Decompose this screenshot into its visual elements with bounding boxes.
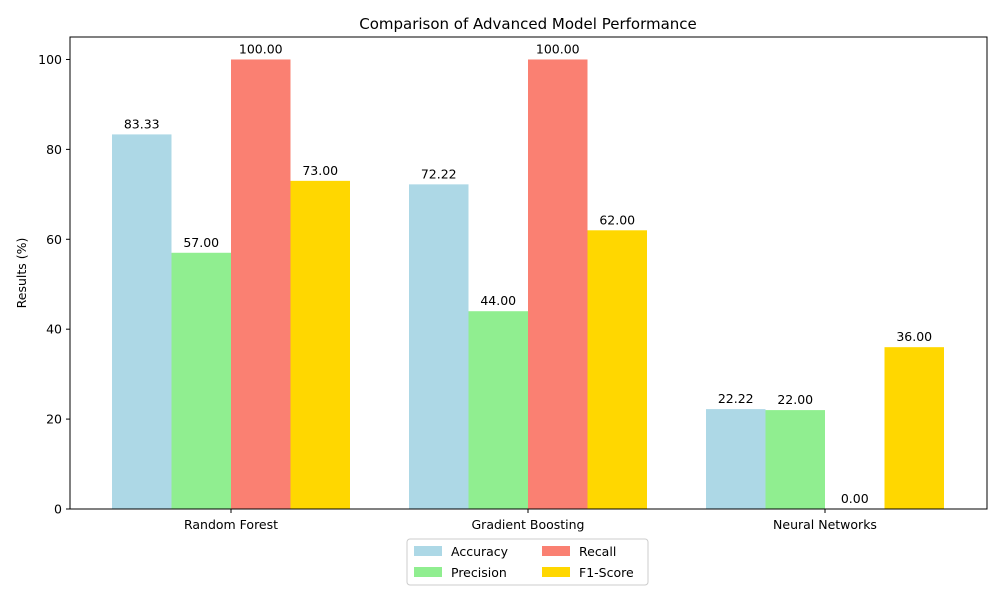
y-tick-label-0: 0	[54, 502, 62, 517]
legend-swatch-recall	[542, 546, 570, 556]
bar-f1-score-gradient-boosting	[587, 230, 647, 510]
legend-swatch-accuracy	[414, 546, 442, 556]
bars-layer	[112, 59, 944, 510]
data-label-recall-gradient-boosting: 100.00	[536, 41, 580, 56]
data-label-precision-gradient-boosting: 44.00	[480, 293, 516, 308]
data-labels-layer: 83.33 57.00 100.00 73.00 72.22 44.00 100.00 62.…	[124, 41, 932, 506]
data-label-accuracy-random-forest: 83.33	[124, 116, 160, 131]
data-label-accuracy-gradient-boosting: 72.22	[421, 166, 457, 181]
bar-f1-score-random-forest	[290, 180, 350, 509]
y-tick-label-40: 40	[46, 322, 62, 337]
data-label-recall-neural-networks: 0.00	[841, 491, 869, 506]
bar-precision-neural-networks	[765, 410, 825, 509]
data-label-accuracy-neural-networks: 22.22	[718, 391, 754, 406]
chart-title: Comparison of Advanced Model Performance	[359, 15, 697, 33]
axes-layer: Random Forest Gradient Boosting Neural Net…	[38, 36, 988, 532]
bar-f1-score-neural-networks	[884, 347, 944, 509]
legend-swatch-precision	[414, 567, 442, 577]
bar-precision-gradient-boosting	[468, 311, 528, 509]
bar-accuracy-random-forest	[112, 134, 172, 509]
bar-accuracy-neural-networks	[706, 409, 766, 509]
bar-recall-gradient-boosting	[528, 59, 588, 509]
y-tick-label-60: 60	[46, 232, 62, 247]
bar-precision-random-forest	[171, 252, 231, 509]
legend-label-recall: Recall	[579, 544, 616, 559]
y-tick-label-100: 100	[38, 52, 62, 67]
bar-recall-random-forest	[231, 59, 291, 509]
data-label-precision-neural-networks: 22.00	[777, 392, 813, 407]
x-tick-label-random-forest: Random Forest	[184, 517, 278, 532]
x-tick-label-gradient-boosting: Gradient Boosting	[472, 517, 585, 532]
plot-frame	[69, 36, 988, 510]
data-label-recall-random-forest: 100.00	[239, 41, 283, 56]
y-tick-label-20: 20	[46, 412, 62, 427]
legend-swatch-f1-score	[542, 567, 570, 577]
legend: Accuracy Precision Recall F1-Score	[406, 538, 649, 586]
data-label-f1-score-random-forest: 73.00	[302, 163, 338, 178]
data-label-precision-random-forest: 57.00	[183, 235, 219, 250]
legend-box	[406, 538, 649, 586]
data-label-f1-score-neural-networks: 36.00	[896, 329, 932, 344]
legend-label-accuracy: Accuracy	[451, 544, 509, 559]
y-axis-title: Results (%)	[14, 238, 29, 309]
data-label-f1-score-gradient-boosting: 62.00	[599, 212, 635, 227]
bar-accuracy-gradient-boosting	[409, 184, 469, 509]
y-tick-label-80: 80	[46, 142, 62, 157]
x-tick-label-neural-networks: Neural Networks	[773, 517, 877, 532]
legend-label-precision: Precision	[451, 565, 507, 580]
legend-label-f1-score: F1-Score	[579, 565, 634, 580]
